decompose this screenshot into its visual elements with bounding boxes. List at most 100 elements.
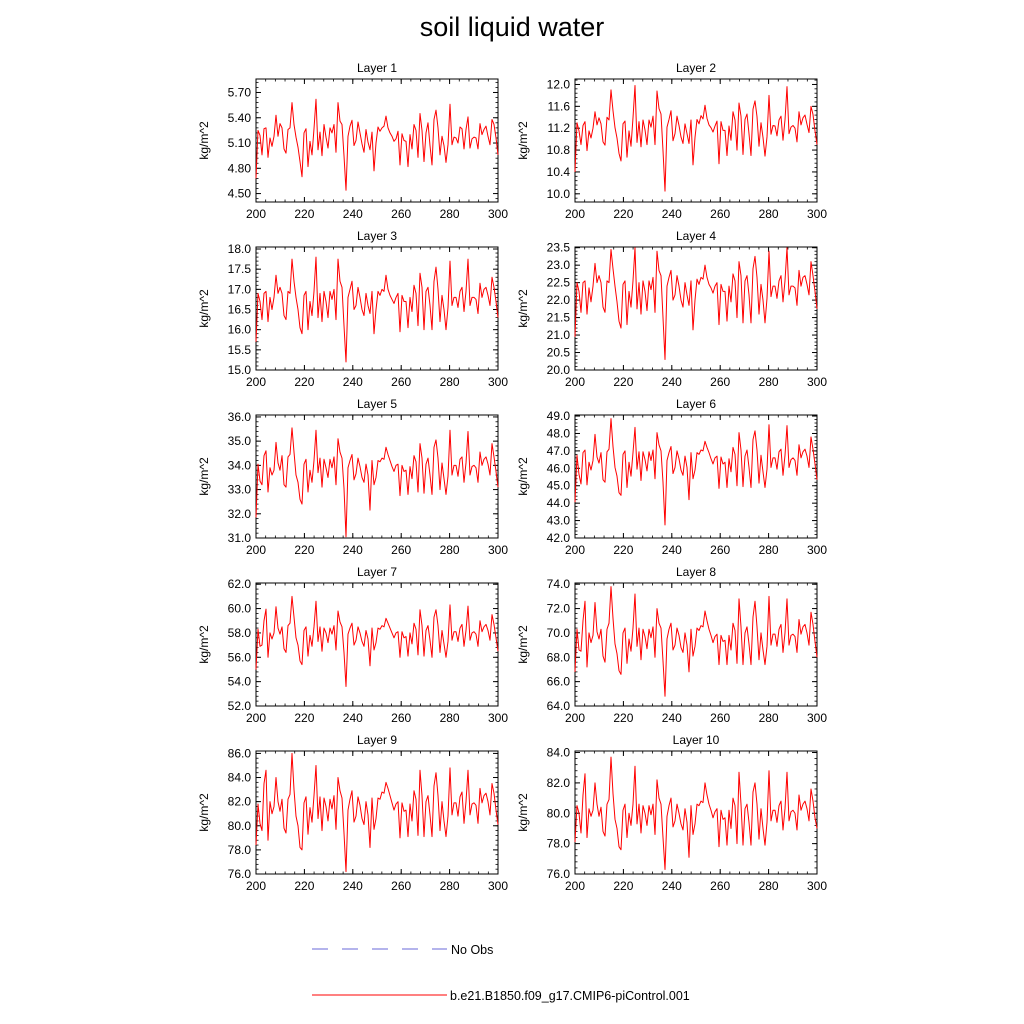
x-tick-label: 280 [440, 879, 460, 893]
plot-frame [255, 750, 499, 875]
y-tick-label: 10.0 [547, 187, 571, 201]
x-tick-label: 220 [294, 879, 314, 893]
x-tick-label: 300 [488, 879, 508, 893]
plot-frame [574, 582, 818, 707]
plot-frame [574, 246, 818, 371]
x-tick-label: 200 [246, 711, 266, 725]
y-tick-label: 60.0 [228, 602, 252, 616]
y-tick-label: 84.0 [228, 771, 252, 785]
x-tick-label: 200 [565, 207, 585, 221]
panel-layer-9: 200 220 240 260 280 300 76.0 78.0 80.0 82.0 84.0 86… [197, 733, 508, 893]
y-tick-label: 32.0 [228, 507, 252, 521]
x-tick-label: 220 [613, 543, 633, 557]
panel-title: Layer 7 [357, 565, 397, 579]
x-tick-label: 220 [613, 207, 633, 221]
x-tick-label: 220 [294, 375, 314, 389]
series-line-model [255, 256, 499, 363]
x-tick-label: 300 [807, 375, 827, 389]
y-tick-label: 34.0 [228, 458, 252, 472]
series-line-model [574, 586, 818, 697]
y-tick-label: 5.70 [228, 85, 252, 99]
x-tick-label: 280 [440, 711, 460, 725]
y-tick-label: 17.0 [228, 282, 252, 296]
y-tick-label: 23.5 [547, 241, 571, 255]
x-tick-label: 240 [343, 207, 363, 221]
x-tick-label: 280 [759, 207, 779, 221]
y-axis-label: kg/m^2 [516, 625, 530, 664]
series-line-model [574, 247, 818, 361]
y-tick-label: 74.0 [547, 577, 571, 591]
x-tick-label: 240 [662, 543, 682, 557]
y-tick-label: 62.0 [228, 577, 252, 591]
x-tick-label: 280 [440, 207, 460, 221]
y-axis-label: kg/m^2 [197, 625, 211, 664]
x-tick-label: 300 [807, 543, 827, 557]
x-tick-label: 200 [565, 711, 585, 725]
y-tick-label: 5.40 [228, 111, 252, 125]
panel-title: Layer 5 [357, 397, 397, 411]
x-tick-label: 280 [759, 879, 779, 893]
y-tick-label: 80.0 [228, 819, 252, 833]
panel-title: Layer 2 [676, 61, 716, 75]
y-tick-label: 82.0 [228, 795, 252, 809]
panel-layer-5: 200 220 240 260 280 300 31.0 32.0 33.0 34.0 35.0 36… [197, 397, 508, 557]
y-tick-label: 47.0 [547, 444, 571, 458]
x-tick-label: 260 [710, 375, 730, 389]
y-tick-label: 33.0 [228, 483, 252, 497]
y-axis-label: kg/m^2 [197, 457, 211, 496]
y-tick-label: 5.10 [228, 136, 252, 150]
plot-frame [255, 414, 499, 539]
panel-layer-7: 200 220 240 260 280 300 52.0 54.0 56.0 58.0 60.0 62… [197, 565, 508, 725]
panel-title: Layer 10 [673, 733, 720, 747]
plot-frame [255, 78, 499, 203]
y-tick-label: 16.0 [228, 323, 252, 337]
x-tick-label: 240 [662, 375, 682, 389]
x-tick-label: 300 [488, 375, 508, 389]
x-tick-label: 220 [294, 543, 314, 557]
x-tick-label: 260 [710, 879, 730, 893]
y-tick-label: 10.4 [547, 165, 571, 179]
legend-label-model: b.e21.B1850.f09_g17.CMIP6-piControl.001 [450, 989, 690, 1003]
series-line-model [574, 418, 818, 526]
x-tick-label: 300 [488, 711, 508, 725]
y-tick-label: 56.0 [228, 650, 252, 664]
x-tick-label: 240 [662, 711, 682, 725]
x-tick-label: 260 [391, 207, 411, 221]
plot-frame [574, 78, 818, 203]
x-tick-label: 280 [440, 543, 460, 557]
y-tick-label: 17.5 [228, 262, 252, 276]
x-tick-label: 200 [565, 375, 585, 389]
y-tick-label: 4.80 [228, 161, 252, 175]
y-tick-label: 46.0 [547, 461, 571, 475]
y-axis-label: kg/m^2 [197, 289, 211, 328]
y-axis-label: kg/m^2 [197, 793, 211, 832]
y-tick-label: 12.0 [547, 77, 571, 91]
x-tick-label: 260 [710, 711, 730, 725]
x-tick-label: 300 [807, 207, 827, 221]
x-tick-label: 240 [662, 207, 682, 221]
x-tick-label: 240 [662, 879, 682, 893]
panel-title: Layer 9 [357, 733, 397, 747]
x-tick-label: 220 [294, 711, 314, 725]
y-tick-label: 20.0 [547, 363, 571, 377]
x-tick-label: 300 [488, 207, 508, 221]
y-tick-label: 42.0 [547, 531, 571, 545]
y-tick-label: 54.0 [228, 675, 252, 689]
y-tick-label: 21.5 [547, 311, 571, 325]
x-tick-label: 200 [246, 207, 266, 221]
x-tick-label: 280 [759, 375, 779, 389]
y-axis-label: kg/m^2 [197, 121, 211, 160]
x-tick-label: 260 [391, 711, 411, 725]
x-tick-label: 260 [391, 375, 411, 389]
panel-layer-2: 200 220 240 260 280 300 10.0 10.4 10.8 11.2 11.6 12… [516, 61, 827, 221]
y-tick-label: 78.0 [547, 837, 571, 851]
x-tick-label: 280 [759, 543, 779, 557]
y-axis-label: kg/m^2 [516, 289, 530, 328]
panel-layer-3: 200 220 240 260 280 300 15.0 15.5 16.0 16.5 17.0 17… [197, 229, 508, 389]
panel-title: Layer 1 [357, 61, 397, 75]
y-tick-label: 52.0 [228, 699, 252, 713]
panel-title: Layer 3 [357, 229, 397, 243]
plot-frame [574, 750, 818, 875]
legend: No Obs b.e21.B1850.f09_g17.CMIP6-piContro… [312, 943, 690, 1003]
